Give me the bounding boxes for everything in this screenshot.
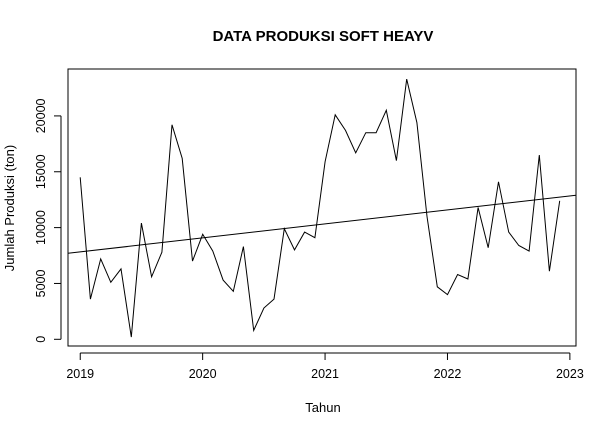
x-tick-label: 2019 — [66, 367, 94, 381]
y-tick-label: 15000 — [34, 154, 48, 189]
y-tick-label: 20000 — [34, 98, 48, 133]
y-axis: 0 5000 10000 15000 20000 — [34, 98, 62, 343]
x-axis-label: Tahun — [305, 400, 340, 415]
x-tick-label: 2022 — [434, 367, 462, 381]
y-tick-label: 5000 — [34, 270, 48, 298]
y-tick-label: 0 — [34, 336, 48, 343]
chart-title: DATA PRODUKSI SOFT HEAYV — [213, 28, 434, 45]
y-axis-label: Jumlah Produksi (ton) — [2, 145, 17, 271]
x-axis: 2019 2020 2021 2022 2023 — [66, 352, 584, 381]
x-tick-label: 2021 — [311, 367, 339, 381]
trend-layer — [67, 194, 577, 254]
series-layer — [79, 78, 561, 338]
series-line — [79, 78, 561, 338]
x-tick-label: 2023 — [556, 367, 584, 381]
plot-frame — [67, 68, 577, 347]
x-tick-label: 2020 — [189, 367, 217, 381]
y-tick-label: 10000 — [34, 210, 48, 245]
trend-line — [67, 194, 577, 254]
